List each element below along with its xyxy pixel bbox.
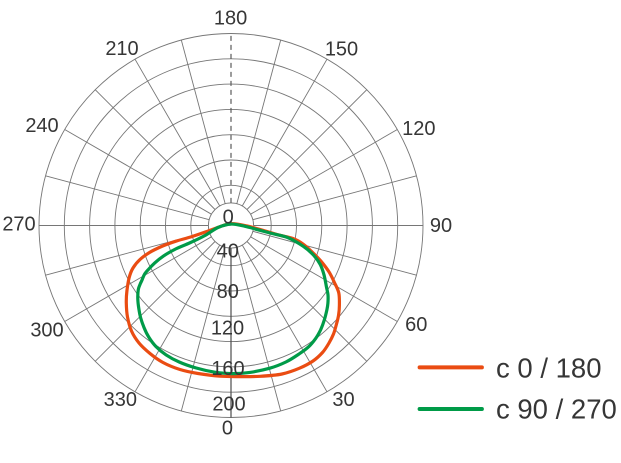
svg-text:330: 330 [104, 389, 137, 411]
svg-text:0: 0 [223, 206, 234, 228]
svg-text:120: 120 [402, 118, 435, 140]
svg-text:200: 200 [212, 393, 245, 415]
svg-text:80: 80 [217, 281, 239, 303]
svg-text:270: 270 [2, 213, 35, 235]
svg-text:30: 30 [332, 389, 354, 411]
svg-text:60: 60 [405, 314, 427, 336]
svg-text:180: 180 [214, 8, 247, 30]
svg-text:120: 120 [211, 318, 244, 340]
svg-text:300: 300 [30, 319, 63, 341]
svg-text:0: 0 [222, 417, 233, 439]
svg-text:160: 160 [211, 358, 244, 380]
svg-text:c 90 / 270: c 90 / 270 [496, 394, 617, 425]
svg-text:40: 40 [217, 240, 239, 262]
svg-text:c 0 / 180: c 0 / 180 [496, 353, 602, 384]
svg-text:150: 150 [325, 39, 358, 61]
svg-text:210: 210 [105, 38, 138, 60]
svg-text:90: 90 [430, 215, 452, 237]
svg-text:240: 240 [25, 115, 58, 137]
